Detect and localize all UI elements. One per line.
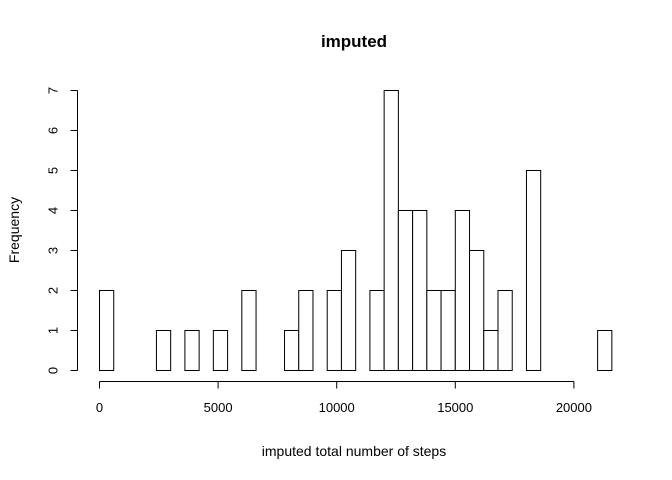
y-tick-label: 3 (45, 247, 60, 254)
x-tick-label: 0 (96, 400, 103, 415)
histogram-bar (184, 330, 200, 371)
histogram-bar (298, 290, 314, 371)
y-tick-label: 2 (45, 287, 60, 294)
histogram-bar (284, 330, 300, 371)
y-tick-label: 1 (45, 327, 60, 334)
histogram-bar (454, 210, 471, 371)
histogram-bar (212, 330, 229, 371)
y-tick-label: 7 (45, 87, 60, 94)
histogram-bar (369, 290, 385, 371)
histogram-bar (412, 210, 428, 371)
histogram-bar (326, 290, 342, 371)
histogram-bar (241, 290, 257, 371)
histogram-bar (426, 290, 442, 371)
x-tick-label: 5000 (204, 400, 233, 415)
histogram-bar (597, 330, 613, 371)
y-axis: 0 1 2 3 4 5 6 7 (45, 87, 78, 374)
histogram-bar (483, 330, 499, 371)
histogram-bar (469, 250, 485, 371)
histogram-bar (497, 290, 513, 371)
chart-title: imputed (321, 32, 387, 51)
x-tick-label: 15000 (437, 400, 473, 415)
x-tick-label: 10000 (319, 400, 355, 415)
y-tick-label: 0 (45, 367, 60, 374)
y-axis-label: Frequency (6, 197, 22, 263)
x-axis: 0 5000 10000 15000 20000 (96, 381, 592, 415)
bars-group (99, 90, 613, 371)
histogram-bar (383, 90, 399, 371)
x-axis-label: imputed total number of steps (262, 443, 446, 459)
histogram-bar (440, 290, 456, 371)
histogram-bar (99, 290, 115, 371)
x-tick-label: 20000 (556, 400, 592, 415)
histogram-bar (155, 330, 172, 371)
y-tick-label: 4 (45, 207, 60, 214)
histogram-bar (340, 250, 357, 371)
y-tick-label: 5 (45, 167, 60, 174)
histogram-bar (525, 170, 542, 371)
y-tick-label: 6 (45, 127, 60, 134)
histogram-bar (397, 210, 414, 371)
